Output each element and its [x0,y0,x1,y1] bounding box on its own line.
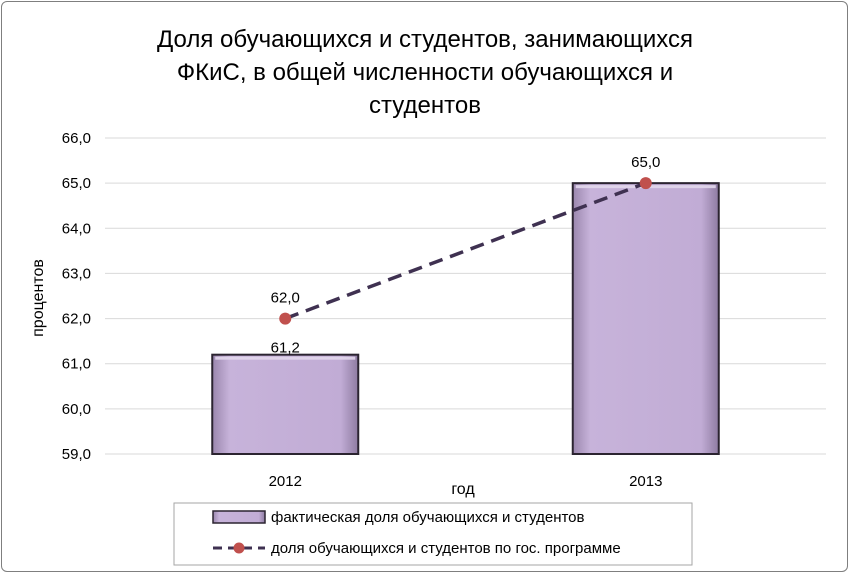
chart-title-line-1: Доля обучающихся и студентов, занимающих… [157,26,693,53]
y-tick-label: 65,0 [62,175,91,192]
bars [211,182,720,455]
legend-marker-swatch [233,542,245,554]
y-axis-title: процентов [30,259,47,337]
y-tick-label: 64,0 [62,220,91,237]
bar-data-label: 61,2 [271,340,300,357]
chart-title-line-3: студентов [369,92,481,119]
bar [211,353,360,455]
legend: фактическая доля обучающихся и студентов… [173,502,693,566]
x-axis-title: год [451,481,475,498]
y-tick-label: 59,0 [62,446,91,463]
y-axis-ticks: 59,0 60,0 61,0 62,0 63,0 64,0 65,0 66,0 [62,130,91,463]
y-tick-label: 60,0 [62,401,91,418]
legend-bar-swatch [212,510,266,524]
y-tick-label: 61,0 [62,356,91,373]
line-data-label: 65,0 [631,154,660,171]
legend-label-line: доля обучающихся и студентов по гос. про… [271,540,621,557]
line-data-label: 62,0 [271,290,300,307]
x-tick-label: 2012 [269,473,302,490]
data-labels: 61,2 62,0 65,0 [271,154,661,357]
chart-title-line-2: ФКиС, в общей численности обучающихся и [177,59,673,86]
x-axis-ticks: 2012 2013 [269,473,663,490]
program-line-path [284,181,647,321]
y-tick-label: 63,0 [62,265,91,282]
legend-label-bar: фактическая доля обучающихся и студентов [271,509,585,526]
program-point [279,312,292,325]
program-point [639,177,652,190]
y-tick-label: 66,0 [62,130,91,147]
y-tick-label: 62,0 [62,311,91,328]
bar [571,182,720,455]
bar-highlight [215,356,356,360]
program-line [279,177,652,325]
x-tick-label: 2013 [629,473,662,490]
